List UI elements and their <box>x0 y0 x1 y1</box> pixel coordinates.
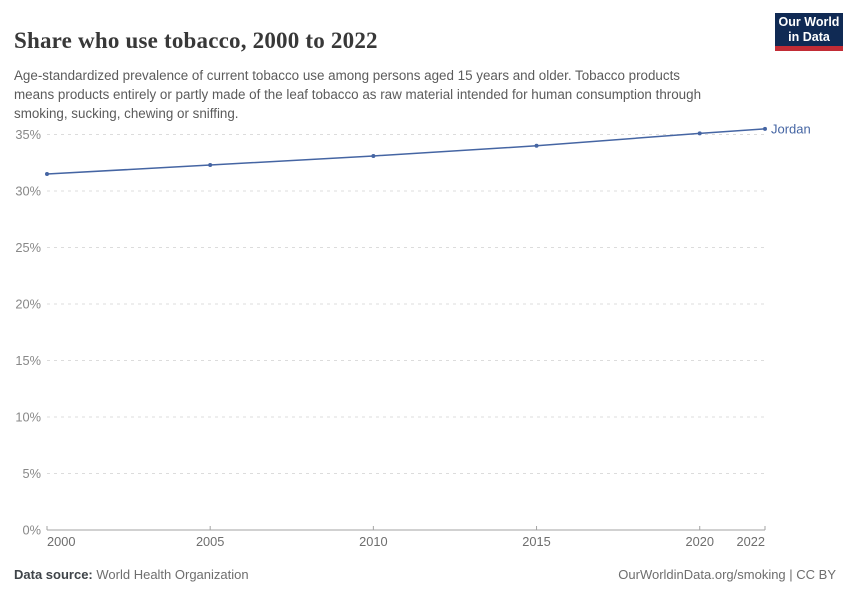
data-source-label: Data source: <box>14 567 93 582</box>
data-point[interactable] <box>697 131 702 136</box>
owid-logo[interactable]: Our World in Data <box>775 13 843 51</box>
data-source-value[interactable]: World Health Organization <box>96 567 249 582</box>
chart-subtitle: Age-standardized prevalence of current t… <box>14 68 702 122</box>
entity-label[interactable]: Jordan <box>771 121 811 136</box>
x-tick-label: 2022 <box>737 534 765 549</box>
y-tick-label: 0% <box>23 523 42 538</box>
owid-logo-line1: Our World <box>778 14 840 29</box>
x-tick-label: 2015 <box>522 534 550 549</box>
data-point[interactable] <box>208 163 213 168</box>
y-tick-label: 35% <box>15 127 41 142</box>
y-tick-label: 20% <box>15 297 41 312</box>
series-line[interactable] <box>46 128 766 175</box>
y-tick-label: 5% <box>23 466 42 481</box>
y-tick-label: 10% <box>15 410 41 425</box>
x-tick-label: 2000 <box>47 534 75 549</box>
x-tick-label: 2020 <box>685 534 713 549</box>
data-point[interactable] <box>763 126 767 131</box>
data-point[interactable] <box>534 143 539 148</box>
y-tick-label: 15% <box>15 353 41 368</box>
y-tick-label: 25% <box>15 240 41 255</box>
x-tick-label: 2005 <box>196 534 224 549</box>
chart-title: Share who use tobacco, 2000 to 2022 <box>14 28 378 54</box>
data-source-note: Data source: World Health Organization <box>14 567 249 582</box>
data-point[interactable] <box>45 172 49 177</box>
owid-logo-line2: in Data <box>788 29 830 44</box>
license-note[interactable]: OurWorldinData.org/smoking | CC BY <box>618 567 836 582</box>
data-point[interactable] <box>371 153 376 158</box>
x-tick-label: 2010 <box>359 534 387 549</box>
y-tick-label: 30% <box>15 184 41 199</box>
